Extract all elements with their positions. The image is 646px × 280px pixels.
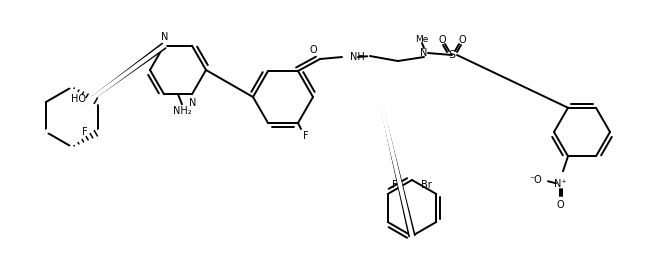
Text: NH₂: NH₂ [172, 106, 191, 116]
Text: N: N [189, 98, 196, 108]
Text: N: N [162, 32, 169, 42]
Text: NH: NH [350, 52, 365, 62]
Text: S: S [448, 50, 455, 60]
Text: O: O [458, 35, 466, 45]
Text: Br: Br [421, 180, 432, 190]
Polygon shape [46, 43, 166, 132]
Text: N: N [421, 48, 428, 58]
Polygon shape [370, 56, 415, 237]
Text: Me: Me [415, 34, 429, 43]
Text: ⁻O: ⁻O [529, 175, 542, 185]
Text: O: O [438, 35, 446, 45]
Text: N⁺: N⁺ [554, 179, 567, 189]
Text: F: F [303, 131, 309, 141]
Text: O: O [556, 200, 564, 210]
Text: F: F [391, 180, 397, 190]
Text: O: O [310, 45, 317, 55]
Text: HO: HO [71, 94, 86, 104]
Text: F: F [82, 127, 88, 137]
